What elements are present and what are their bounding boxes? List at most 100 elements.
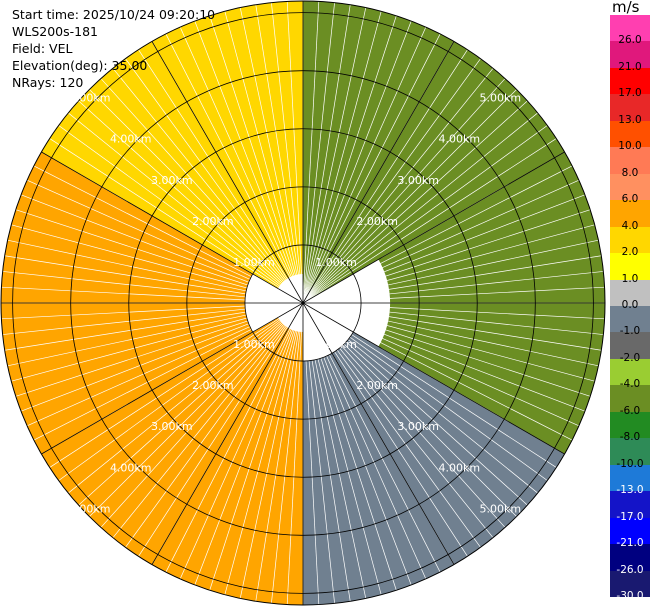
ray-line [302,302,595,382]
range-label: 3.00km [151,174,193,187]
ray-line [7,239,304,304]
ray-line [302,68,494,304]
ray-line [2,271,304,304]
ray-line [271,2,304,304]
ray-line [33,302,304,441]
colorbar-tick-label: 4.0 [621,219,639,232]
ray-line [302,302,412,586]
ray-line [302,33,441,304]
ray-line [302,4,351,304]
ray-line [1,286,304,304]
ray-line [302,138,557,304]
range-label: 2.00km [356,215,398,228]
range-label: 5.00km [480,92,522,105]
ray-line [194,302,304,586]
ray-line [58,125,304,304]
ray-line [302,302,580,427]
range-labels: 1.00km 1.00km 1.00km 1.00km 2.00km 2.00km 2.00… [69,92,521,516]
start-time: Start time: 2025/10/24 09:20:10 [12,7,216,22]
ray-line [302,20,412,304]
ray-line [302,302,335,604]
ray-line [100,78,304,304]
ray-line [112,302,304,538]
range-label: 4.00km [438,461,480,474]
colorbar-tick-label: -1.0 [619,325,641,338]
ray-line [302,209,591,304]
ray-line [20,302,304,412]
ray-line [302,112,538,304]
colorbar-swatch [610,517,650,545]
ray-line [302,125,548,304]
colorbar [610,15,650,598]
colorbar-swatch [610,94,650,122]
ray-line [2,302,304,335]
ray-line [302,1,320,304]
ray-line [78,100,304,304]
velocity-sector-0 [303,1,565,303]
colorbar-tick-label: 26.0 [618,34,642,47]
ray-line [15,302,304,397]
ray-line [302,302,506,528]
ray-line [224,302,304,595]
colorbar-swatch [610,306,650,333]
ray-line [302,286,605,304]
ray-line [4,255,304,304]
colorbar-swatch [610,491,650,519]
colorbar-unit: m/s [612,0,640,16]
ray-line [302,302,586,412]
ray-line [302,26,427,304]
colorbar-tick-label: -26.0 [616,563,644,576]
ray-line [302,302,538,494]
range-label: 4.00km [110,461,152,474]
ray-line [286,1,304,304]
ray-line [302,302,481,548]
range-label: 2.00km [192,379,234,392]
range-label: 5.00km [480,502,522,515]
ray-line [58,302,304,481]
colorbar-swatch [610,411,650,439]
colorbar-tick-label: 21.0 [618,60,642,73]
ray-line [26,179,304,304]
ray-line [89,302,304,517]
range-label: 3.00km [151,420,193,433]
field-name: Field: VEL [12,41,73,56]
ray-line [68,112,304,304]
azimuth-spokes [1,1,605,605]
colorbar-swatch [610,67,650,95]
nrays: NRays: 120 [12,75,84,90]
ray-line [89,89,304,304]
ray-line [20,194,304,304]
range-label: 1.00km [233,338,275,351]
ray-line [302,302,517,517]
colorbar-swatch [610,385,650,413]
ray-line [302,302,468,557]
ray-line [302,302,591,397]
colorbar-swatch [610,279,650,307]
ray-line [302,271,604,304]
ray-line [194,20,304,304]
colorbar-tick-label: 13.0 [618,113,642,126]
ray-line [302,224,595,304]
ray-line [125,58,304,304]
colorbar-tick-label: 10.0 [618,140,642,153]
range-label: 3.00km [397,420,439,433]
ray-line [255,4,304,304]
velocity-sector-5 [41,1,303,289]
ray-line [302,11,382,304]
colorbar-swatch [610,464,650,492]
ray-line [302,302,494,538]
ray-line [78,302,304,506]
ray-lines [1,1,605,605]
colorbar-tick-label: -13.0 [616,484,644,497]
colorbar-tick-label: 1.0 [621,272,639,285]
ray-line [165,302,304,573]
ray-line [286,302,304,605]
ray-line [49,138,304,304]
range-label: 1.00km [315,256,357,269]
ray-line [302,302,605,320]
ray-line [302,302,427,580]
ray-line [49,302,304,468]
ray-line [209,15,304,304]
ray-line [239,7,304,304]
site-name: WLS200s-181 [12,24,98,39]
